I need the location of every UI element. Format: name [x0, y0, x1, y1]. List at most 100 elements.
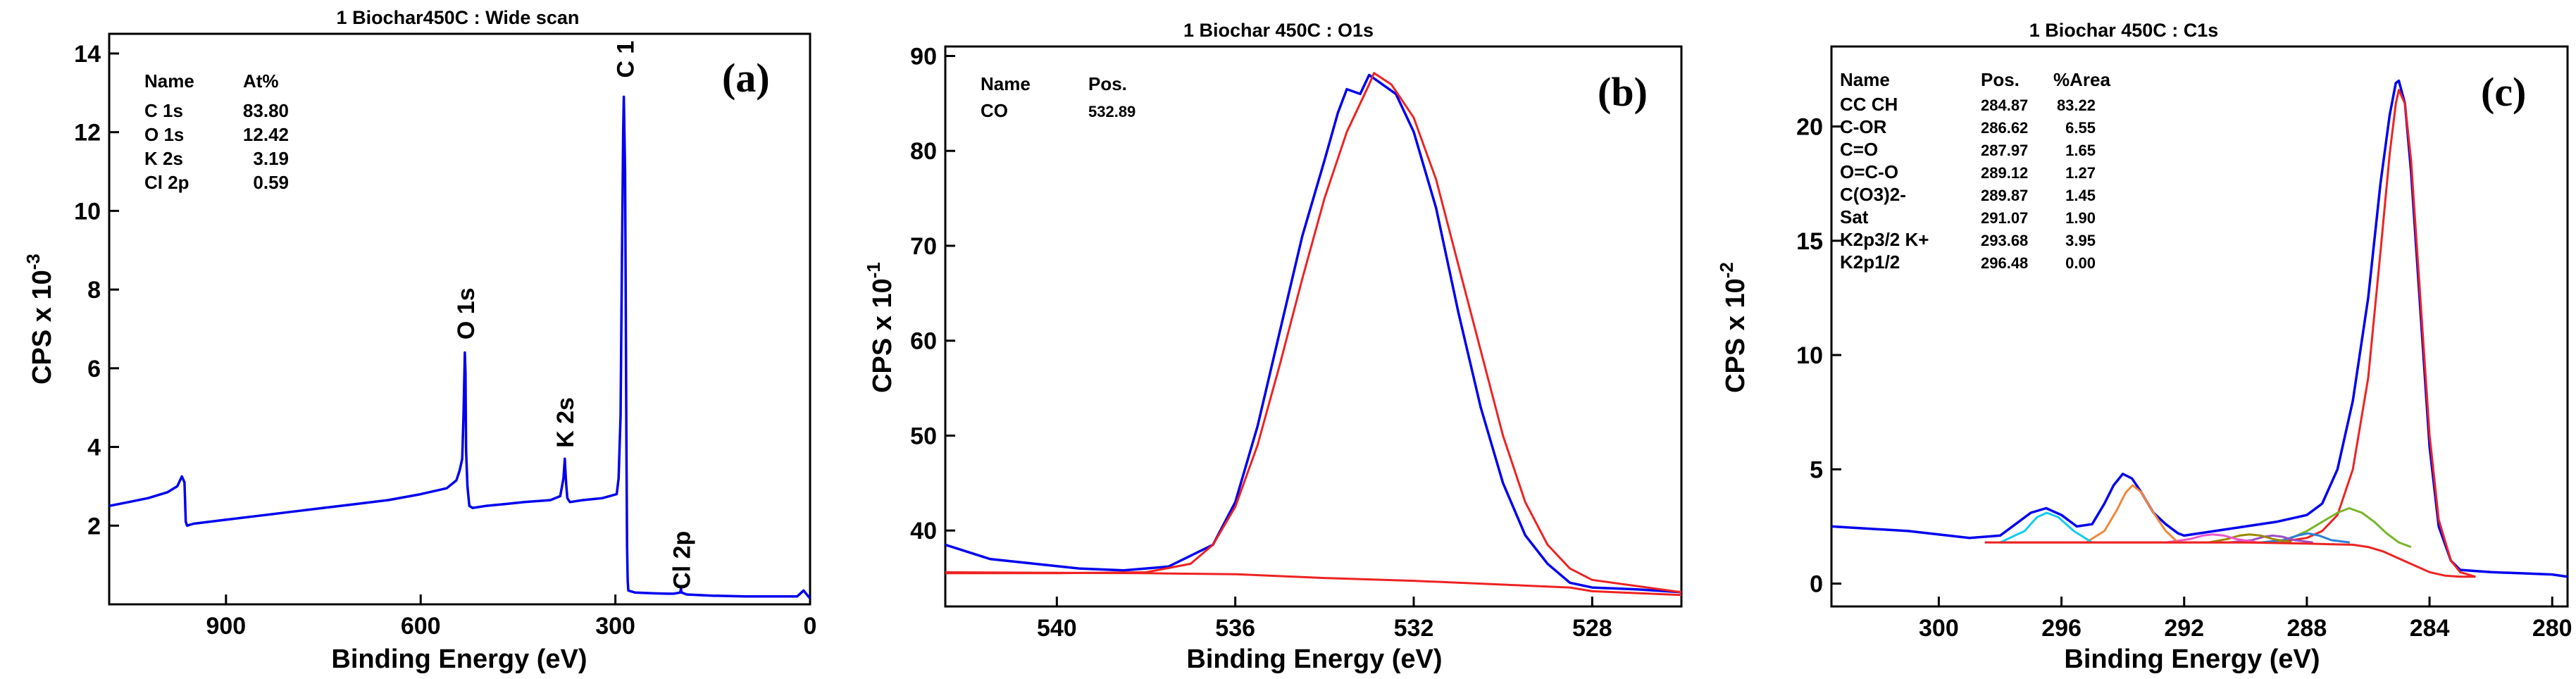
- panel-a-table-row-name: K 2s: [144, 148, 183, 169]
- panel-c-title: 1 Biochar 450C : C1s: [2029, 20, 2219, 41]
- panel-c-ylabel: CPS x 10: [1721, 278, 1750, 393]
- panel-b-y-tick-label: 80: [910, 138, 937, 165]
- panel-a-peak-label: K 2s: [552, 397, 579, 448]
- panel-a: 1 Biochar450C : Wide scan CPS x 10-3 Bin…: [23, 7, 816, 674]
- panel-c-series-raw-spectrum: [1831, 81, 2568, 577]
- panel-a-x-tick-label: 600: [401, 613, 441, 640]
- panel-c-table-row-pos: 289.12: [1981, 164, 2028, 182]
- panel-a-y-tick-label: 2: [87, 513, 101, 540]
- panel-c-y-tick-label: 10: [1796, 342, 1823, 369]
- panel-a-peak-label: O 1s: [453, 287, 480, 340]
- panel-b-series-raw-spectrum: [945, 75, 1681, 592]
- panel-c-table-header-name: Name: [1840, 69, 1890, 90]
- panel-a-y-tick-label: 8: [87, 277, 101, 304]
- panel-c-table-row-name: K2p3/2 K+: [1840, 229, 1929, 250]
- panel-c-table-row-area: 1.45: [2065, 187, 2096, 204]
- panel-c-y-tick-label: 0: [1810, 571, 1823, 598]
- panel-a-series: [109, 96, 810, 598]
- panel-c-x-tick-label: 300: [1919, 615, 1959, 642]
- panel-b-y-axis-title: CPS x 10-1: [863, 262, 897, 393]
- panel-b-x-tick-label: 536: [1215, 615, 1255, 642]
- panel-c-x-tick-label: 284: [2410, 615, 2450, 642]
- panel-a-x-tick-label: 900: [206, 613, 246, 640]
- panel-c-table-row-name: C(O3)2-: [1840, 184, 1906, 205]
- panel-c-x-tick-label: 296: [2041, 615, 2082, 642]
- panel-a-x-tick-label: 300: [595, 613, 635, 640]
- panel-a-y-axis-title: CPS x 10-3: [23, 254, 57, 385]
- svg-text:CPS x 10-1: CPS x 10-1: [863, 262, 897, 393]
- panel-c-table-row-pos: 296.48: [1981, 254, 2028, 272]
- panel-a-label: (a): [722, 55, 770, 101]
- panel-b-x-tick-label: 532: [1394, 615, 1434, 642]
- panel-a-table-row-name: C 1s: [144, 100, 183, 121]
- panel-b-series: [945, 73, 1681, 595]
- panel-c-table-row-name: O=C-O: [1840, 161, 1898, 182]
- panel-c-table-row-name: C-OR: [1840, 116, 1887, 137]
- panel-c-table-header-area: %Area: [2053, 69, 2110, 90]
- panel-b-plot-frame: [945, 46, 1681, 606]
- panel-b-table-row-pos: 532.89: [1088, 103, 1135, 120]
- panel-a-y-tick-label: 10: [74, 198, 101, 225]
- panel-c-y-tick-label: 15: [1796, 228, 1823, 255]
- panel-a-y-tick-label: 14: [74, 41, 101, 68]
- panel-c-series-cc-ch-fit: [2001, 90, 2476, 577]
- panel-b-ylabel-exp: -1: [863, 262, 884, 278]
- panel-a-ylabel: CPS x 10: [27, 270, 57, 385]
- panel-b-y-tick-label: 50: [910, 423, 937, 449]
- panel-c-table-row-name: C=O: [1840, 139, 1878, 160]
- svg-text:CPS x 10-2: CPS x 10-2: [1716, 262, 1750, 393]
- panel-a-x-axis-title: Binding Energy (eV): [331, 644, 587, 674]
- panel-b-table-row-name: CO: [981, 100, 1008, 121]
- panel-b-ylabel: CPS x 10: [868, 278, 897, 393]
- panel-a-y-tick-label: 12: [74, 120, 101, 147]
- svg-text:CPS x 10-3: CPS x 10-3: [23, 254, 57, 385]
- panel-b-ticks: 540 536 532 528 40 50 60 70 80 90: [910, 43, 1612, 642]
- panel-a-peak-labels: O 1s K 2s C 1 Cl 2p: [453, 41, 696, 590]
- panel-c-series: [1831, 81, 2568, 577]
- panel-c-x-axis-title: Binding Energy (eV): [2064, 644, 2320, 674]
- panel-b-x-tick-label: 540: [1037, 615, 1077, 642]
- panel-c-ticks: 300 296 292 288 284 280 0 5 10 15 20: [1796, 114, 2572, 642]
- panel-b-table-header-name: Name: [981, 73, 1031, 94]
- panel-c-table-row-area: 0.00: [2065, 254, 2096, 272]
- panel-a-ylabel-exp: -3: [23, 254, 44, 270]
- panel-a-x-tick-label: 0: [804, 613, 817, 640]
- panel-b-x-axis-title: Binding Energy (eV): [1186, 644, 1442, 674]
- panel-c-label: (c): [2481, 69, 2526, 115]
- panel-c-table: Name Pos. %Area CC CH 284.87 83.22 C-OR 286.…: [1840, 69, 2110, 273]
- panel-c-table-row-pos: 293.68: [1981, 232, 2028, 249]
- panel-c-table-row-pos: 286.62: [1981, 119, 2028, 137]
- panel-a-table-row-value: 83.80: [243, 100, 289, 121]
- panel-c: 1 Biochar 450C : C1s CPS x 10-2 Binding …: [1716, 20, 2572, 674]
- panel-c-table-row-pos: 287.97: [1981, 142, 2028, 159]
- panel-c-table-row-area: 1.65: [2065, 142, 2096, 159]
- panel-c-series-background: [1985, 542, 2476, 577]
- panel-c-x-tick-label: 292: [2164, 615, 2204, 642]
- panel-c-table-header-pos: Pos.: [1981, 69, 2020, 90]
- panel-c-table-row-pos: 289.87: [1981, 187, 2028, 204]
- panel-a-table-row-name: O 1s: [144, 124, 184, 145]
- panel-b-y-tick-label: 40: [910, 518, 937, 544]
- panel-a-series-wide-scan: [109, 96, 810, 598]
- panel-a-ticks: 900 600 300 0 2 4 6 8 10 12 14: [74, 41, 816, 640]
- panel-c-series-k2p1-2-fit: [2001, 513, 2093, 542]
- panel-b-y-tick-label: 70: [910, 233, 937, 260]
- panel-a-y-tick-label: 4: [87, 435, 101, 461]
- panel-c-y-tick-label: 5: [1810, 456, 1823, 483]
- panel-b-table: Name Pos. CO 532.89: [981, 73, 1135, 121]
- panel-b-title: 1 Biochar 450C : O1s: [1183, 20, 1374, 41]
- panel-b-y-tick-label: 60: [910, 328, 937, 355]
- panel-c-table-row-area: 83.22: [2057, 96, 2096, 114]
- panel-a-table-row-value: 0.59: [253, 172, 289, 193]
- panel-c-ylabel-exp: -2: [1716, 262, 1737, 278]
- panel-c-table-row-name: CC CH: [1840, 94, 1898, 115]
- panel-c-y-axis-title: CPS x 10-2: [1716, 262, 1750, 393]
- panel-a-table-header-value: At%: [243, 70, 279, 92]
- panel-c-table-row-name: Sat: [1840, 206, 1869, 228]
- panel-c-table-row-area: 6.55: [2065, 119, 2096, 137]
- panel-a-title: 1 Biochar450C : Wide scan: [337, 7, 580, 28]
- panel-a-table-row-value: 12.42: [243, 124, 289, 145]
- panel-c-x-tick-label: 280: [2532, 615, 2572, 642]
- panel-c-table-row-area: 1.27: [2065, 164, 2096, 182]
- panel-b-label: (b): [1598, 69, 1648, 115]
